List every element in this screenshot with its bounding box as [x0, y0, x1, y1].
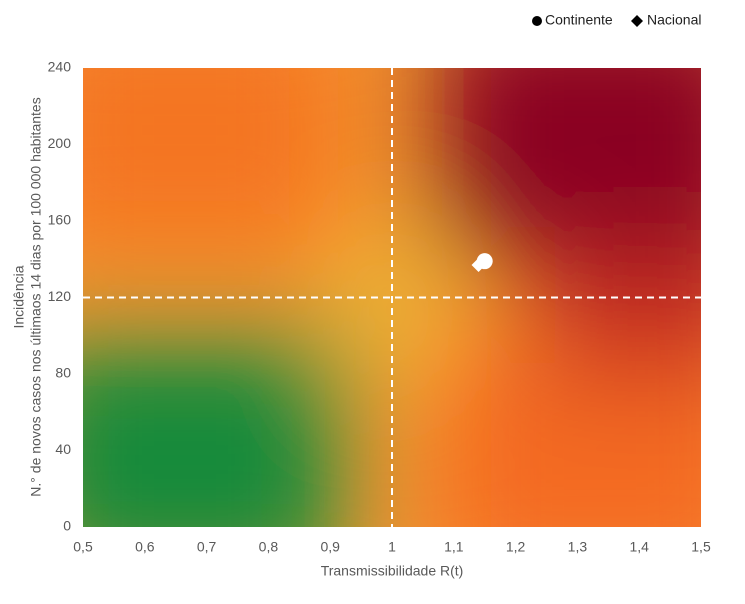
y-tick-label: 200 [48, 135, 72, 151]
x-tick-label: 0,9 [320, 539, 340, 555]
y-tick-label: 0 [63, 518, 71, 534]
legend-marker [631, 15, 643, 27]
x-tick-label: 0,8 [259, 539, 279, 555]
y-tick-label: 160 [48, 212, 72, 228]
y-tick-label: 80 [55, 365, 71, 381]
x-tick-label: 0,5 [73, 539, 93, 555]
x-axis-label: Transmissibilidade R(t) [321, 563, 464, 579]
y-axis-label: N.° de novos casos nos últimaos 14 dias … [28, 97, 44, 496]
x-tick-label: 0,6 [135, 539, 155, 555]
y-tick-label: 240 [48, 59, 72, 75]
x-tick-label: 1,5 [691, 539, 711, 555]
legend: Continente Nacional [532, 12, 701, 28]
x-tick-label: 1,4 [629, 539, 649, 555]
x-tick-label: 1,3 [568, 539, 588, 555]
x-tick-label: 1,2 [506, 539, 526, 555]
y-tick-label: 120 [48, 288, 72, 304]
point [471, 257, 486, 272]
x-tick-label: 1,1 [444, 539, 464, 555]
legend-label: Nacional [647, 12, 701, 28]
legend-label: Continente [545, 12, 613, 28]
y-axis-label: Incidência [11, 265, 27, 328]
x-tick-label: 0,7 [197, 539, 217, 555]
y-tick-label: 40 [55, 441, 71, 457]
x-tick-label: 1 [388, 539, 396, 555]
legend-marker [532, 16, 542, 26]
